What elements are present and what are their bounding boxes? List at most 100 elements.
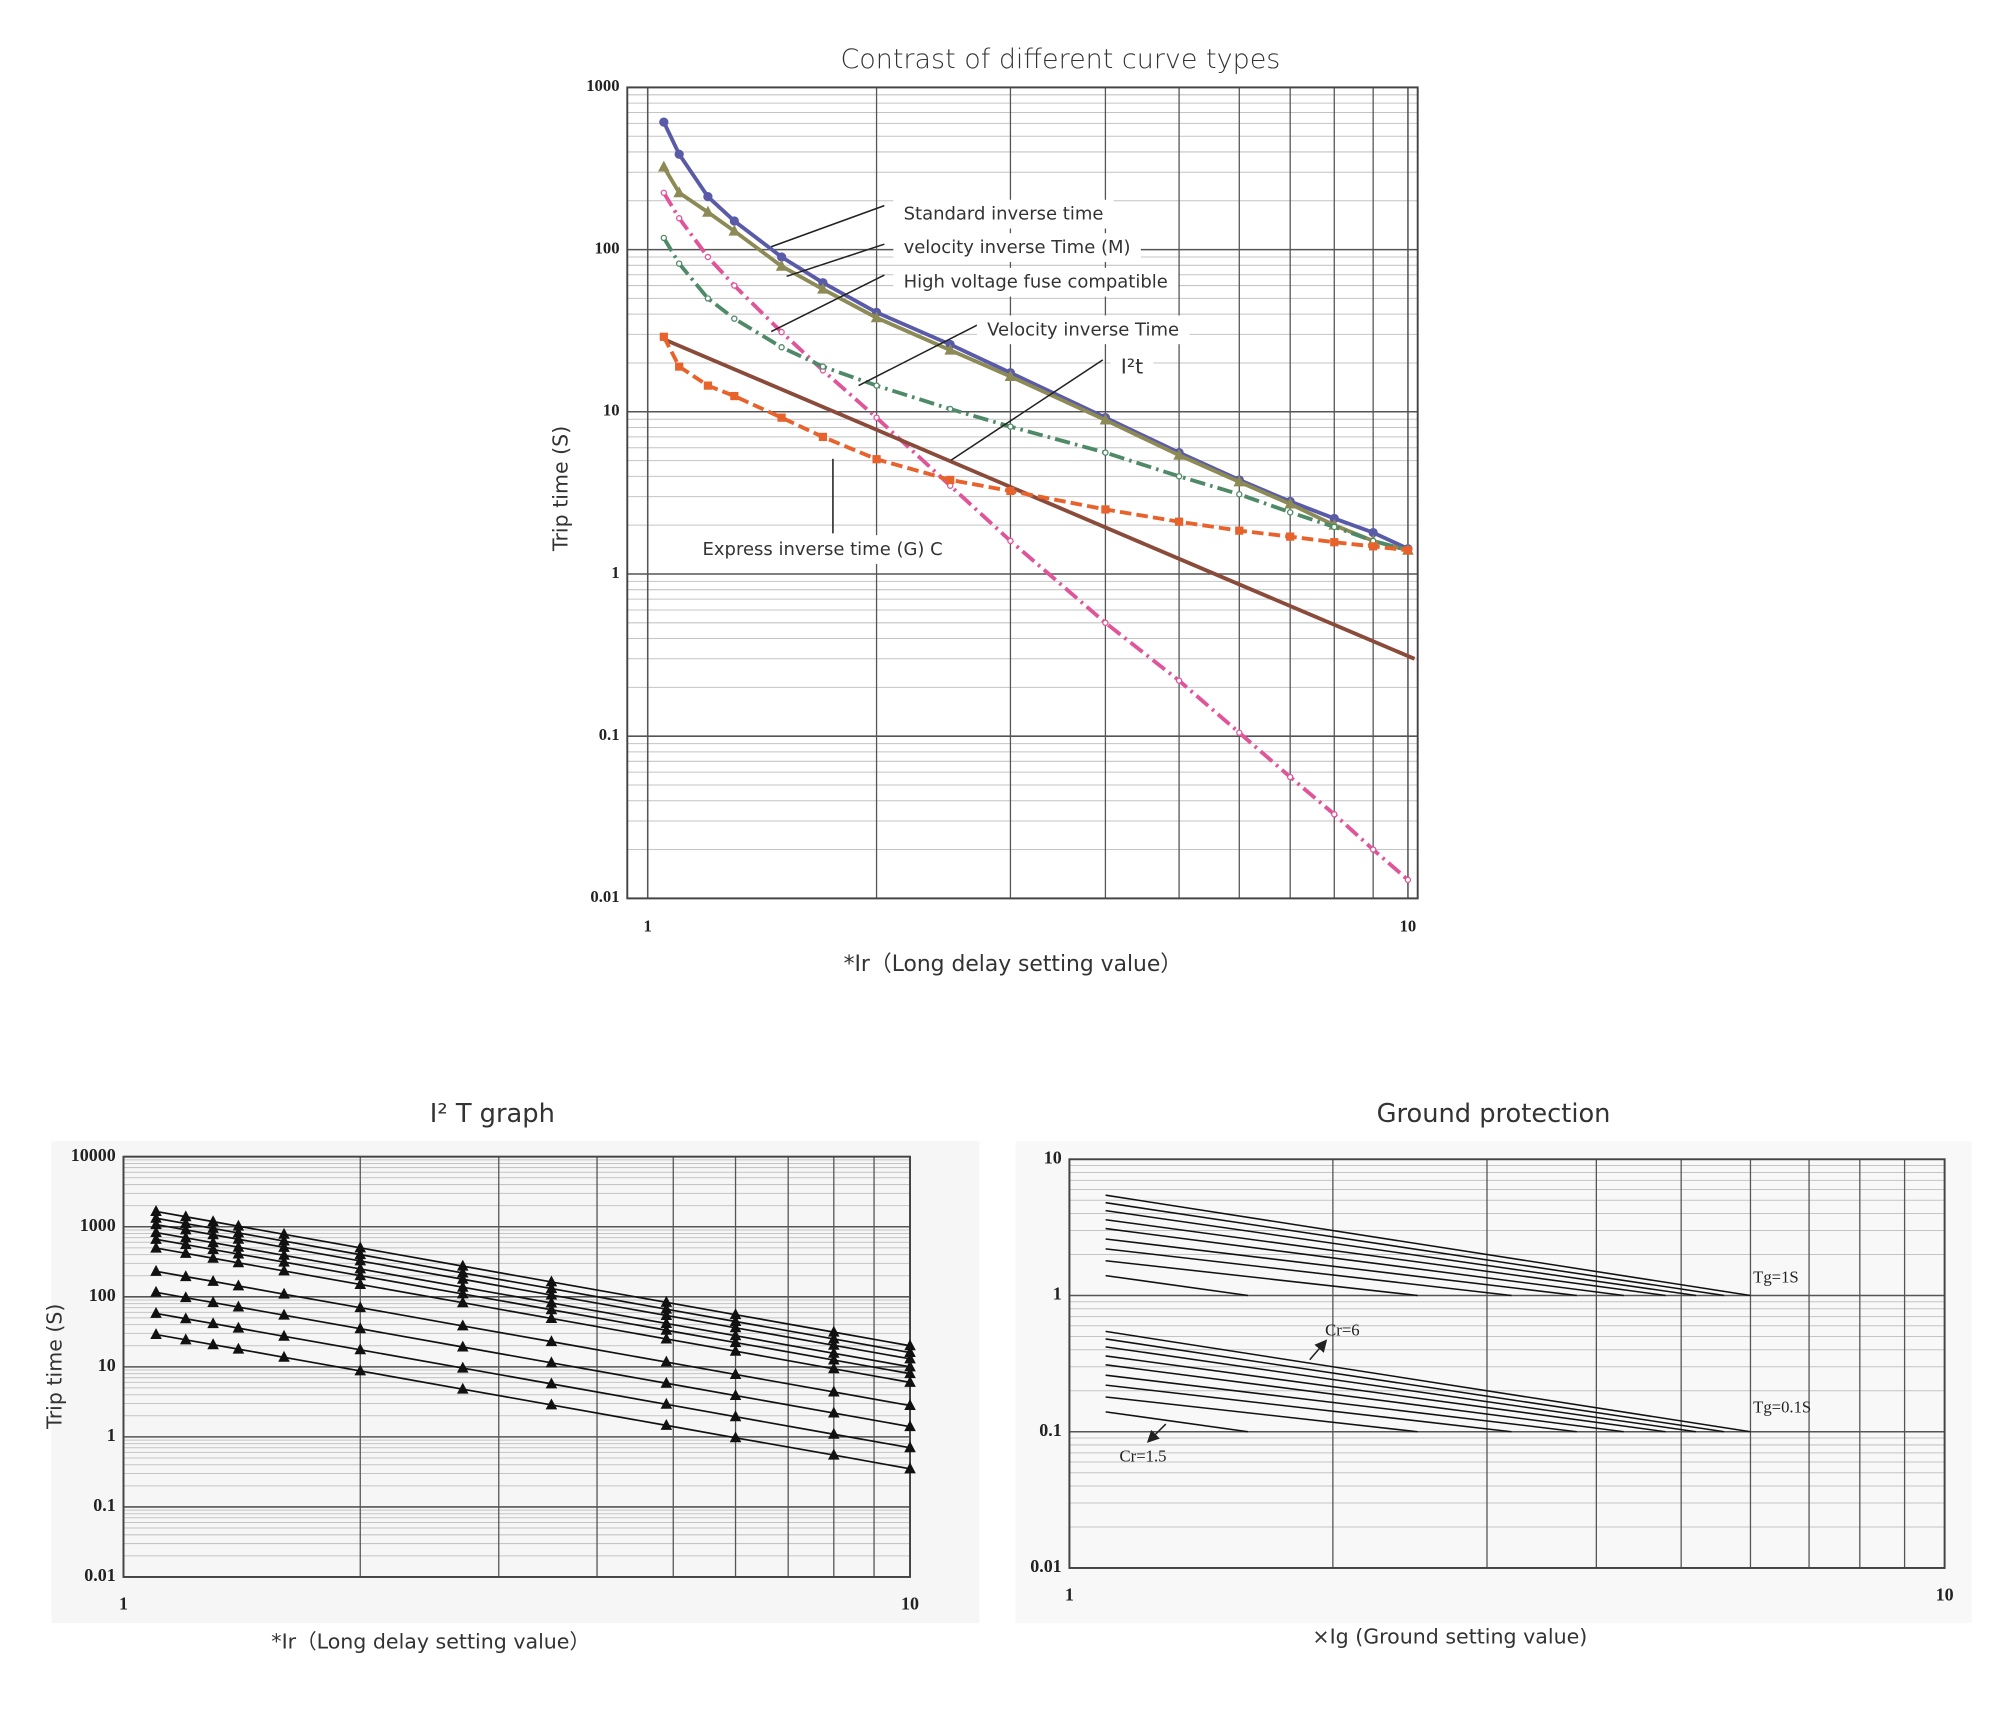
marker	[456, 1296, 469, 1308]
marker	[1369, 542, 1378, 551]
marker	[904, 1420, 916, 1432]
marker	[729, 1336, 742, 1348]
marker	[354, 1343, 367, 1355]
marker	[729, 1315, 742, 1326]
marker	[207, 1251, 219, 1263]
marker	[1007, 537, 1014, 545]
series-line	[1105, 1194, 1751, 1297]
marker	[947, 405, 954, 413]
marker	[729, 1308, 742, 1320]
marker	[828, 1325, 840, 1337]
y-tick-label: 10	[603, 401, 620, 420]
marker	[232, 1240, 245, 1252]
marker	[207, 1221, 219, 1233]
marker	[904, 1462, 916, 1474]
marker	[828, 1346, 840, 1358]
series-line	[662, 335, 1409, 553]
marker	[1403, 546, 1413, 555]
panel-background	[1015, 1141, 1972, 1624]
marker	[456, 1266, 469, 1278]
marker	[1173, 448, 1185, 460]
marker	[207, 1317, 219, 1329]
marker	[674, 149, 684, 159]
marker	[278, 1287, 290, 1299]
marker	[179, 1333, 192, 1345]
series-line	[155, 1223, 911, 1360]
plot-frame	[1068, 1158, 1946, 1569]
marker	[904, 1352, 916, 1364]
marker	[456, 1382, 469, 1394]
label-background	[893, 199, 1114, 229]
marker	[660, 1355, 673, 1367]
marker	[545, 1377, 558, 1389]
chart: 0.01 0.1 1 10 1 10 Ground protection ×Ig (Groun…	[1030, 1099, 1953, 1649]
marker	[1004, 370, 1017, 382]
marker	[354, 1278, 367, 1289]
marker	[1236, 491, 1243, 498]
marker	[278, 1248, 290, 1260]
marker	[904, 1367, 916, 1379]
x-tick-label: 10	[1936, 1584, 1954, 1604]
marker	[1368, 527, 1378, 538]
marker	[817, 282, 829, 294]
label-background	[1110, 350, 1154, 383]
marker	[1175, 473, 1183, 480]
marker	[778, 344, 785, 351]
marker	[150, 1306, 162, 1318]
marker	[1286, 532, 1295, 541]
x-axis-label: *Ir（Long delay setting value）	[271, 1630, 590, 1654]
y-tick-label: 1	[107, 1425, 116, 1445]
marker	[545, 1282, 558, 1294]
y-axis-label: Trip time (S)	[549, 426, 573, 552]
marker	[545, 1303, 558, 1315]
x-tick-label: 1	[644, 917, 652, 936]
marker	[278, 1240, 290, 1252]
marker	[660, 1397, 673, 1409]
marker	[545, 1335, 558, 1347]
marker	[545, 1312, 558, 1323]
marker	[904, 1339, 916, 1351]
marker	[207, 1243, 219, 1255]
marker	[828, 1353, 840, 1365]
marker	[1284, 497, 1296, 509]
marker	[232, 1226, 245, 1238]
series-line	[155, 1333, 911, 1470]
series-line	[1105, 1346, 1697, 1433]
marker	[731, 282, 738, 289]
marker	[819, 363, 827, 370]
marker	[818, 278, 828, 288]
chart-title: I² T graph	[430, 1099, 555, 1129]
marker	[1286, 509, 1294, 516]
marker	[150, 1264, 162, 1276]
marker	[1286, 773, 1294, 781]
y-tick-label: 1	[1053, 1284, 1062, 1304]
marker	[456, 1319, 469, 1331]
marker	[776, 252, 787, 262]
chart-title: Ground protection	[1377, 1099, 1611, 1129]
marker	[545, 1288, 558, 1300]
marker	[456, 1361, 469, 1373]
marker	[673, 186, 685, 198]
marker	[232, 1321, 245, 1333]
x-tick-label: 10	[1400, 917, 1417, 936]
marker	[1102, 449, 1109, 456]
marker	[828, 1332, 840, 1344]
series-line	[1105, 1201, 1725, 1297]
marker	[828, 1385, 840, 1397]
chart: 0.01 0.1 1 10 100 1000 1 10 Contrast of differen…	[549, 44, 1419, 977]
series-label: velocity inverse Time (M)	[904, 237, 1131, 258]
marker	[232, 1279, 245, 1291]
label-background	[893, 233, 1141, 262]
marker	[1006, 486, 1015, 496]
leader-line	[770, 274, 885, 333]
series-line	[1105, 1218, 1666, 1297]
marker	[278, 1308, 290, 1320]
series-line	[1105, 1374, 1577, 1433]
marker	[354, 1241, 367, 1253]
marker	[1174, 517, 1184, 526]
marker	[150, 1218, 162, 1230]
series-line	[155, 1231, 911, 1368]
marker	[354, 1254, 367, 1266]
marker	[675, 362, 684, 371]
marker	[354, 1262, 367, 1274]
